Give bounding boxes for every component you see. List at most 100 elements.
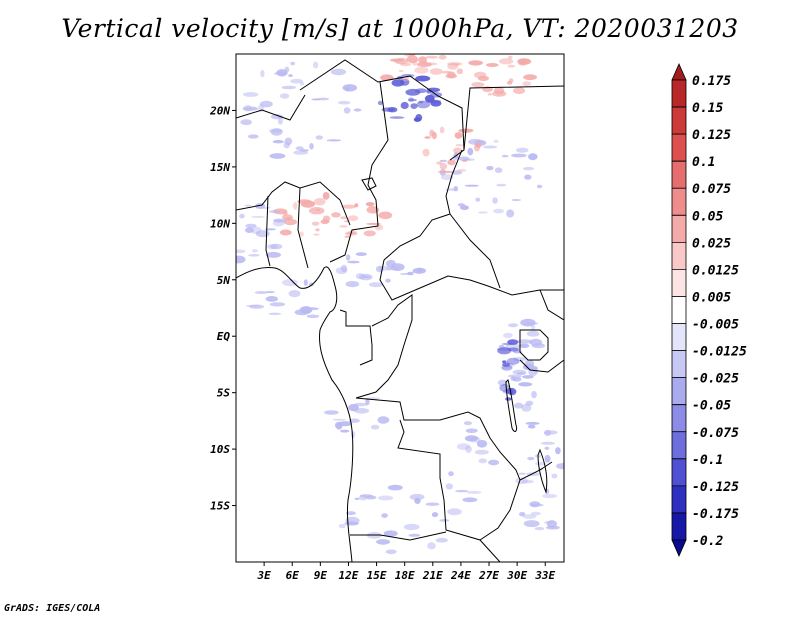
map-title: Vertical velocity [m/s] at 1000hPa, VT: …: [61, 14, 739, 43]
colorbar-label: -0.0125: [692, 345, 747, 360]
border-uganda-kenya: [539, 289, 564, 321]
field-blob: [265, 296, 278, 302]
field-blob: [248, 254, 260, 257]
field-blob: [394, 57, 409, 65]
border-car: [379, 259, 564, 301]
lon-tick-label: 15E: [367, 569, 387, 582]
field-blob: [416, 100, 431, 109]
colorbar-label: -0.005: [692, 318, 739, 333]
field-blob: [281, 85, 297, 90]
colorbar-label: -0.125: [692, 480, 739, 495]
field-blob: [528, 153, 538, 161]
colorbar-band: [671, 269, 687, 297]
field-blob: [422, 148, 430, 157]
field-blob: [464, 435, 479, 442]
field-blob: [508, 55, 513, 60]
lake-chad: [361, 177, 377, 191]
colorbar-label: 0.005: [692, 290, 731, 305]
field-blob: [516, 372, 526, 375]
lon-tick-label: 12E: [339, 569, 359, 582]
lon-tick-label: 3E: [256, 569, 271, 582]
field-blob: [499, 384, 511, 392]
field-blob: [269, 153, 286, 159]
field-blob: [462, 159, 468, 162]
field-blob: [290, 61, 296, 66]
field-blob: [511, 153, 527, 158]
field-blob: [269, 302, 286, 307]
field-blob: [424, 94, 435, 103]
field-blob: [359, 273, 373, 281]
field-blob: [507, 347, 520, 352]
field-blob: [295, 146, 304, 151]
field-blob: [344, 235, 350, 238]
border-nigeria-south: [297, 187, 309, 269]
field-blob: [501, 342, 514, 346]
field-blob: [272, 140, 284, 144]
border-congo: [355, 294, 413, 399]
field-blob: [425, 55, 439, 59]
field-blob: [407, 271, 414, 276]
colorbar-label: 0.0125: [692, 263, 739, 278]
field-blob: [474, 449, 489, 455]
field-blob: [502, 360, 507, 364]
field-blob: [534, 527, 545, 531]
field-blob: [345, 511, 356, 516]
field-blob: [236, 249, 246, 254]
field-blob: [488, 459, 500, 466]
colorbar-label: -0.05: [692, 399, 731, 414]
field-blob: [486, 63, 499, 67]
field-blob: [473, 143, 480, 152]
field-blob: [338, 100, 351, 105]
field-blob: [522, 514, 537, 519]
map-frame: [235, 53, 565, 563]
field-blob: [347, 230, 358, 235]
colorbar-band: [671, 133, 687, 162]
field-blob: [447, 508, 462, 516]
border-tanzania: [519, 359, 564, 373]
field-blob: [359, 494, 373, 498]
field-blob: [439, 162, 448, 170]
colorbar-band: [671, 377, 687, 406]
field-blob: [353, 108, 362, 112]
field-blob: [508, 78, 514, 83]
field-blob: [526, 330, 540, 337]
field-blob: [322, 192, 330, 200]
field-blob: [531, 324, 536, 330]
field-blob: [431, 131, 437, 140]
field-blob: [339, 225, 348, 228]
field-blob: [427, 542, 436, 550]
field-blob: [345, 254, 351, 261]
field-blob: [530, 503, 544, 507]
field-blob: [455, 489, 469, 493]
longitude-axis: 3E 6E 9E 12E 15E 18E 21E 24E 27E 30E 33E: [256, 562, 556, 582]
field-blob: [455, 144, 464, 147]
field-blob: [315, 228, 320, 232]
field-blob: [307, 307, 319, 311]
colorbar-band: [671, 187, 687, 216]
field-blob: [463, 421, 472, 426]
field-blob: [331, 212, 341, 218]
field-blob: [468, 60, 483, 66]
field-blob: [521, 479, 534, 484]
lon-tick-label: 9E: [314, 569, 328, 582]
field-blob: [506, 209, 515, 218]
field-blob: [527, 424, 536, 429]
lon-tick-label: 18E: [395, 569, 415, 582]
field-blob: [482, 145, 498, 149]
colorbar-band: [671, 539, 687, 557]
field-blob: [418, 56, 427, 64]
field-blob: [311, 221, 320, 226]
field-blob: [309, 143, 314, 150]
field-blob: [437, 170, 454, 174]
field-blob: [409, 493, 425, 501]
field-blob: [312, 61, 319, 69]
field-blob: [326, 139, 342, 142]
field-blob: [515, 477, 528, 485]
colorbar-label: 0.025: [692, 236, 731, 251]
border-cameroon: [339, 309, 373, 366]
field-blob: [250, 226, 262, 235]
lat-tick-label: 10S: [210, 443, 230, 456]
field-blob: [414, 66, 429, 74]
colorbar-band: [671, 512, 687, 541]
